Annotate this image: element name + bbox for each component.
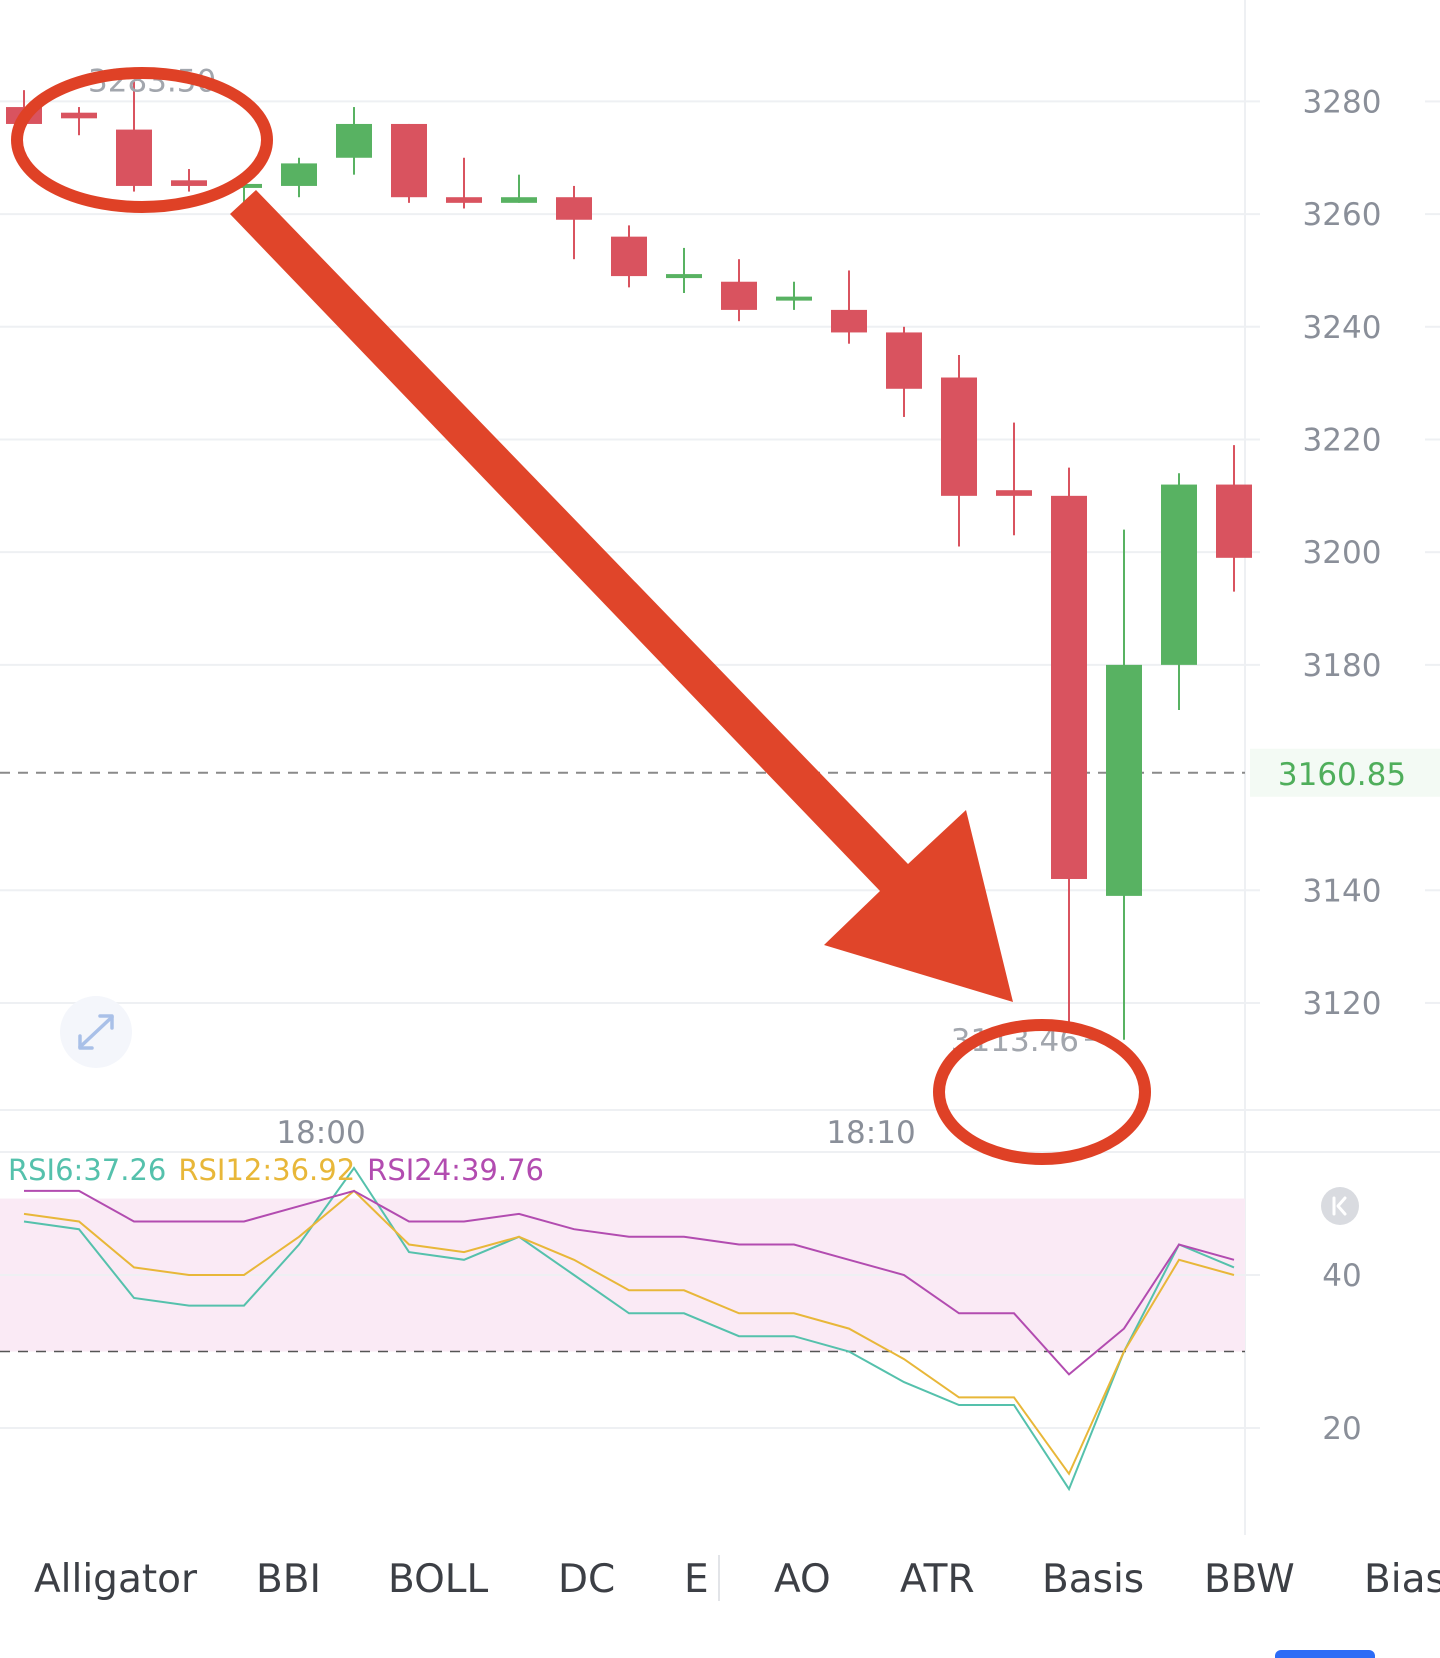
candle-body xyxy=(116,129,152,186)
rsi-tick-label: 20 xyxy=(1322,1411,1361,1447)
candle-body xyxy=(831,309,867,333)
candlestick-series xyxy=(6,81,1252,1040)
candle-body xyxy=(171,180,207,186)
downtrend-arrow xyxy=(230,190,1013,1002)
low-highlight-circle xyxy=(933,1019,1151,1165)
annotation-overlay xyxy=(11,67,1151,1165)
current-price-tag xyxy=(1250,748,1440,797)
indicator-alligator[interactable]: Alligator xyxy=(34,1557,198,1602)
candle-body xyxy=(886,332,922,389)
high-highlight-circle xyxy=(11,67,273,213)
candle-body xyxy=(941,377,977,496)
rsi-axis: 40 20 xyxy=(1322,1258,1361,1447)
price-tick-label: 3200 xyxy=(1303,535,1382,571)
candle-body xyxy=(336,123,372,158)
candle-body xyxy=(1161,484,1197,665)
indicator-toolbar: Alligator BBI BOLL DC E AO ATR Basis BBW… xyxy=(0,1535,1440,1635)
price-tick-label: 3260 xyxy=(1303,197,1382,233)
candle-body xyxy=(996,490,1032,496)
rsi-legend: RSI6:37.26 RSI12:36.92 RSI24:39.76 xyxy=(8,1153,544,1187)
indicator-dc[interactable]: DC xyxy=(558,1557,616,1602)
rsi-line-rsi6 xyxy=(23,1166,1235,1492)
indicator-divider xyxy=(718,1555,720,1601)
candle-body xyxy=(1051,495,1087,879)
candle-body xyxy=(776,296,812,301)
price-tick-label: 3180 xyxy=(1303,648,1382,684)
candle-body xyxy=(1216,484,1252,558)
scroll-to-latest-icon[interactable] xyxy=(1321,1187,1359,1225)
price-tick-label: 3140 xyxy=(1303,873,1382,909)
indicator-e[interactable]: E xyxy=(684,1557,709,1602)
candle-body xyxy=(501,197,537,203)
indicator-basis[interactable]: Basis xyxy=(1042,1557,1145,1602)
bottom-tab-handle[interactable] xyxy=(1275,1650,1375,1658)
time-axis: 18:00 18:10 xyxy=(276,1115,915,1151)
price-tick-label: 3220 xyxy=(1303,422,1382,458)
rsi-legend-rsi6: RSI6:37.26 xyxy=(8,1153,166,1187)
indicator-bbi[interactable]: BBI xyxy=(256,1557,322,1602)
time-tick-label: 18:10 xyxy=(826,1115,915,1151)
price-gridlines xyxy=(0,0,1440,1535)
candle-body xyxy=(391,123,427,198)
candle-body xyxy=(666,274,702,279)
price-tick-label: 3120 xyxy=(1303,986,1382,1022)
current-price-line: 3160.85 xyxy=(0,748,1440,797)
candle-body xyxy=(446,197,482,203)
candle-body xyxy=(61,112,97,119)
rsi-legend-rsi12: RSI12:36.92 xyxy=(178,1153,355,1187)
candle-body xyxy=(721,281,757,310)
rsi-line-rsi12 xyxy=(23,1189,1235,1476)
time-tick-label: 18:00 xyxy=(276,1115,365,1151)
chart-canvas: 3280 3260 3240 3220 3200 3180 3140 3120 3160.85… xyxy=(0,0,1440,1535)
indicator-atr[interactable]: ATR xyxy=(900,1557,975,1602)
rsi-legend-rsi24: RSI24:39.76 xyxy=(367,1153,544,1187)
expand-icon[interactable] xyxy=(60,996,132,1068)
candle-body xyxy=(556,197,592,220)
price-axis: 3280 3260 3240 3220 3200 3180 3140 3120 xyxy=(1303,84,1382,1022)
indicator-ao[interactable]: AO xyxy=(774,1557,831,1602)
current-price-label: 3160.85 xyxy=(1278,757,1406,793)
indicator-bias[interactable]: Bias xyxy=(1364,1557,1440,1602)
rsi-tick-label: 40 xyxy=(1322,1258,1361,1294)
candle-body xyxy=(611,236,647,277)
candle-body xyxy=(1106,664,1142,896)
rsi-line-rsi24 xyxy=(24,1189,1235,1376)
candle-body xyxy=(281,163,317,186)
price-tick-label: 3280 xyxy=(1303,84,1382,120)
indicator-boll[interactable]: BOLL xyxy=(388,1557,489,1602)
rsi-series xyxy=(23,1166,1235,1492)
indicator-bbw[interactable]: BBW xyxy=(1204,1557,1295,1602)
price-tick-label: 3240 xyxy=(1303,310,1382,346)
